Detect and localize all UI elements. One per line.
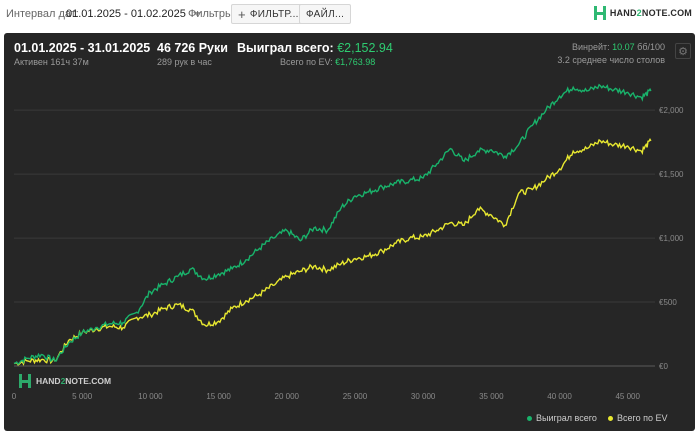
top-toolbar: Интервал дат: 01.01.2025 - 01.02.2025 Фи… (0, 0, 700, 30)
profit-chart: €0 €500 €1,000 €1,500 €2,000 0 5 000 10 000 15 … (12, 83, 684, 401)
watermark-logo: HAND2NOTE.COM (18, 373, 111, 389)
chevron-down-icon (192, 12, 201, 16)
hands-per-hour: 289 рук в час (157, 57, 212, 67)
filter-button-label: ФИЛЬТР... (249, 8, 299, 20)
stats-panel: €0 €500 €1,000 €1,500 €2,000 0 5 000 10 000 15 … (4, 33, 695, 431)
x-tick-label: 20 000 (275, 392, 300, 401)
x-tick-label: 30 000 (411, 392, 436, 401)
x-tick-label: 25 000 (343, 392, 368, 401)
add-filter-button[interactable]: + ФИЛЬТР... (231, 4, 306, 24)
avg-tables: 3.2 среднее число столов (557, 55, 665, 65)
brand-logo: HAND2NOTE.COM (593, 5, 692, 21)
hands-count: 46 726 Руки (157, 41, 228, 55)
gear-icon[interactable]: ⚙ (675, 43, 691, 59)
legend-label-won: Выиграл всего (536, 413, 597, 423)
won-total: Выиграл всего: €2,152.94 (237, 41, 393, 55)
x-tick-label: 5 000 (72, 392, 93, 401)
y-tick-label: €2,000 (659, 106, 684, 115)
file-button-label: ФАЙЛ... (306, 8, 345, 20)
legend-label-ev: Всего по EV (617, 413, 668, 423)
y-tick-label: €0 (659, 362, 668, 371)
x-tick-label: 15 000 (206, 392, 231, 401)
x-tick-label: 10 000 (138, 392, 163, 401)
x-tick-label: 45 000 (615, 392, 640, 401)
ev-total: Всего по EV: €1,763.98 (280, 57, 375, 67)
filters-label: Фильтры: (188, 8, 236, 20)
interval-label: Интервал дат: (6, 8, 79, 20)
period-title: 01.01.2025 - 31.01.2025 (14, 41, 151, 55)
x-tick-label: 35 000 (479, 392, 504, 401)
legend-dot-ev (608, 415, 613, 421)
winrate-value: 10.07 (612, 42, 635, 52)
winrate-label: Винрейт: (571, 42, 610, 52)
y-tick-label: €1,500 (659, 170, 684, 179)
legend-dot-won (527, 415, 532, 421)
y-tick-label: €1,000 (659, 234, 684, 243)
date-range-select[interactable]: 01.01.2025 - 01.02.2025 (66, 5, 201, 23)
file-button[interactable]: ФАЙЛ... (299, 4, 352, 24)
winrate: Винрейт: 10.07 бб/100 (572, 42, 665, 52)
logo-icon (19, 374, 31, 388)
watermark-text: HAND2NOTE.COM (36, 376, 112, 386)
won-value: €2,152.94 (337, 41, 393, 55)
series-line-won (13, 83, 652, 366)
winrate-unit: бб/100 (637, 42, 665, 52)
ev-label: Всего по EV: (280, 57, 333, 67)
y-tick-label: €500 (659, 298, 677, 307)
plus-icon: + (238, 6, 246, 22)
brand-text: HAND2NOTE.COM (609, 8, 692, 18)
ev-value: €1,763.98 (335, 57, 376, 67)
series-line-ev (13, 138, 652, 366)
x-tick-label: 0 (12, 392, 17, 401)
active-time: Активен 161ч 37м (14, 57, 89, 67)
x-tick-label: 40 000 (547, 392, 572, 401)
logo-icon (593, 6, 606, 20)
legend-item-won[interactable]: Выиграл всего (527, 413, 597, 423)
legend-item-ev[interactable]: Всего по EV (608, 413, 667, 423)
date-range-value: 01.01.2025 - 01.02.2025 (66, 8, 186, 20)
won-label: Выиграл всего: (237, 41, 334, 55)
